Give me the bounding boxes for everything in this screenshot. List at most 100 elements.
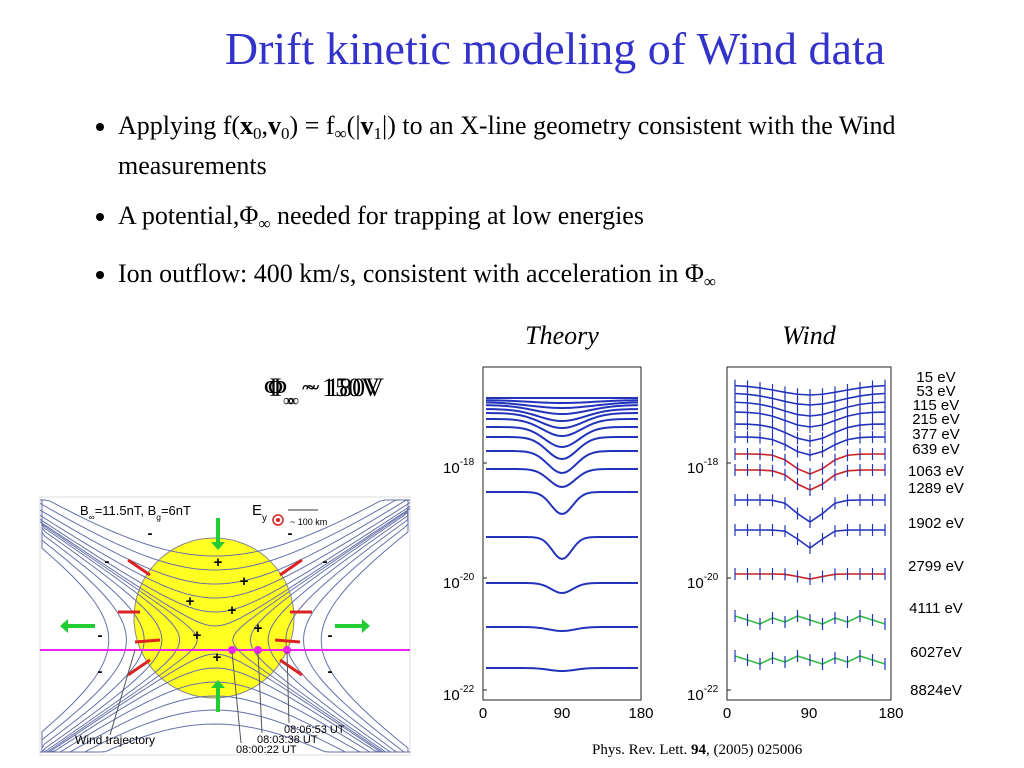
energy-label: 1902 eV (908, 515, 964, 532)
y-tick-label: 10-20 (443, 572, 475, 592)
wind-frame (726, 366, 892, 701)
field-line (40, 695, 410, 753)
x-tick-label: 0 (723, 705, 731, 722)
charge-sign: + (193, 627, 202, 644)
label: Φ∞ ~ 180V (268, 373, 384, 410)
text-run: ∞ (89, 512, 95, 522)
charge-sign: - (288, 525, 293, 542)
field-line (249, 500, 409, 753)
theory-curve (485, 399, 639, 405)
bullet-list: Applying f(x0,v0) = f∞(|v1|) to an X-lin… (78, 110, 1018, 316)
y-tick-label: 10-22 (687, 684, 719, 704)
field-line (39, 508, 411, 627)
arrow-head (60, 619, 68, 633)
charge-sign: + (228, 602, 237, 619)
charge-sign: + (214, 554, 223, 571)
charge-sign: + (213, 649, 222, 666)
tick-exp: -18 (460, 457, 475, 468)
pointer (257, 651, 263, 734)
energy-label: 53 eV (916, 383, 955, 400)
charge-sign: - (328, 627, 333, 644)
field-line (232, 500, 409, 753)
trajectory-point (254, 646, 262, 654)
text-run: ∞ (287, 391, 299, 410)
tick-base: 10 (687, 575, 704, 592)
tick-exp: -22 (704, 684, 719, 695)
energy-label: 1063 eV (908, 463, 964, 480)
tick-exp: -20 (460, 572, 475, 583)
energy-label: 4111 eV (909, 600, 963, 617)
trajectory-point (228, 646, 236, 654)
ion-arrow (279, 658, 303, 677)
panel-title: Wind (782, 321, 836, 350)
text-run: needed for trapping at low energies (270, 201, 644, 230)
text-run: Ion outflow: 400 km/s, consistent with a… (118, 259, 704, 288)
tick-exp: -20 (704, 572, 719, 583)
tick-base: 10 (443, 575, 460, 592)
text-run: Phys. Rev. Lett. (592, 742, 692, 758)
text-run: =6nT (161, 503, 191, 518)
text-run: ∞ (258, 214, 271, 233)
x-tick-label: 180 (628, 705, 653, 722)
field-line (41, 500, 110, 752)
charge-sign: - (328, 663, 333, 680)
energy-label: 6027eV (910, 644, 962, 661)
x-tick-label: 180 (878, 705, 903, 722)
field-line (40, 681, 410, 753)
energy-label: 2799 eV (908, 558, 964, 575)
text-run: Φ (268, 373, 287, 402)
bullet: Applying f(x0,v0) = f∞(|v1|) to an X-lin… (118, 110, 1018, 182)
field-line (41, 500, 181, 753)
charge-sign: - (98, 627, 103, 644)
field-line (40, 723, 410, 753)
tick-base: 10 (687, 460, 704, 477)
tick-base: 10 (443, 687, 460, 704)
text-run: ) = f (289, 111, 335, 140)
charge-sign: - (323, 553, 328, 570)
text-run: |) to an X-line geometry consistent with… (118, 111, 896, 180)
field-line (267, 500, 409, 753)
text-run: (| (346, 111, 361, 140)
field-line (39, 505, 411, 613)
text-run: B (80, 503, 89, 518)
y-tick-label: 10-20 (687, 572, 719, 592)
arrow-head (211, 680, 225, 688)
pointer (231, 651, 242, 744)
arrow-head (211, 542, 225, 550)
time-label: 08:00:22 UT (236, 744, 297, 756)
text-run: ∞ (334, 124, 347, 143)
tick-exp: -22 (460, 684, 475, 695)
energy-label: 215 eV (912, 411, 960, 428)
pointer (286, 651, 290, 724)
y-tick-label: 10-22 (443, 684, 475, 704)
field-line (39, 499, 411, 585)
ion-arrow (279, 558, 303, 577)
text-run: A potential,Φ (118, 201, 259, 230)
text-run: Applying f( (118, 111, 241, 140)
text-run: 1 (373, 124, 383, 143)
ion-arrow (134, 638, 161, 644)
text-run: 0 (281, 124, 290, 143)
charge-sign: - (148, 525, 153, 542)
panel-title: Theory (525, 321, 599, 350)
charge-sign: + (186, 593, 195, 610)
energy-label: 377 eV (912, 426, 960, 443)
field-line (285, 500, 409, 753)
text-run: ∞ (283, 391, 295, 410)
theory-curve (485, 412, 639, 430)
arrow-head (362, 619, 370, 633)
ion-arrow (127, 658, 151, 677)
time-label: 08:03:38 UT (257, 734, 318, 746)
text-run: v (268, 111, 282, 140)
charge-sign: - (98, 663, 103, 680)
x-tick-label: 90 (801, 705, 818, 722)
energy-label: 8824eV (910, 682, 962, 699)
field-line (40, 667, 410, 753)
x-tick-label: 90 (554, 705, 571, 722)
ion-arrow (274, 638, 301, 644)
text-run: , (261, 111, 269, 140)
text-run: v (360, 111, 374, 140)
energy-label: 639 eV (912, 441, 960, 458)
